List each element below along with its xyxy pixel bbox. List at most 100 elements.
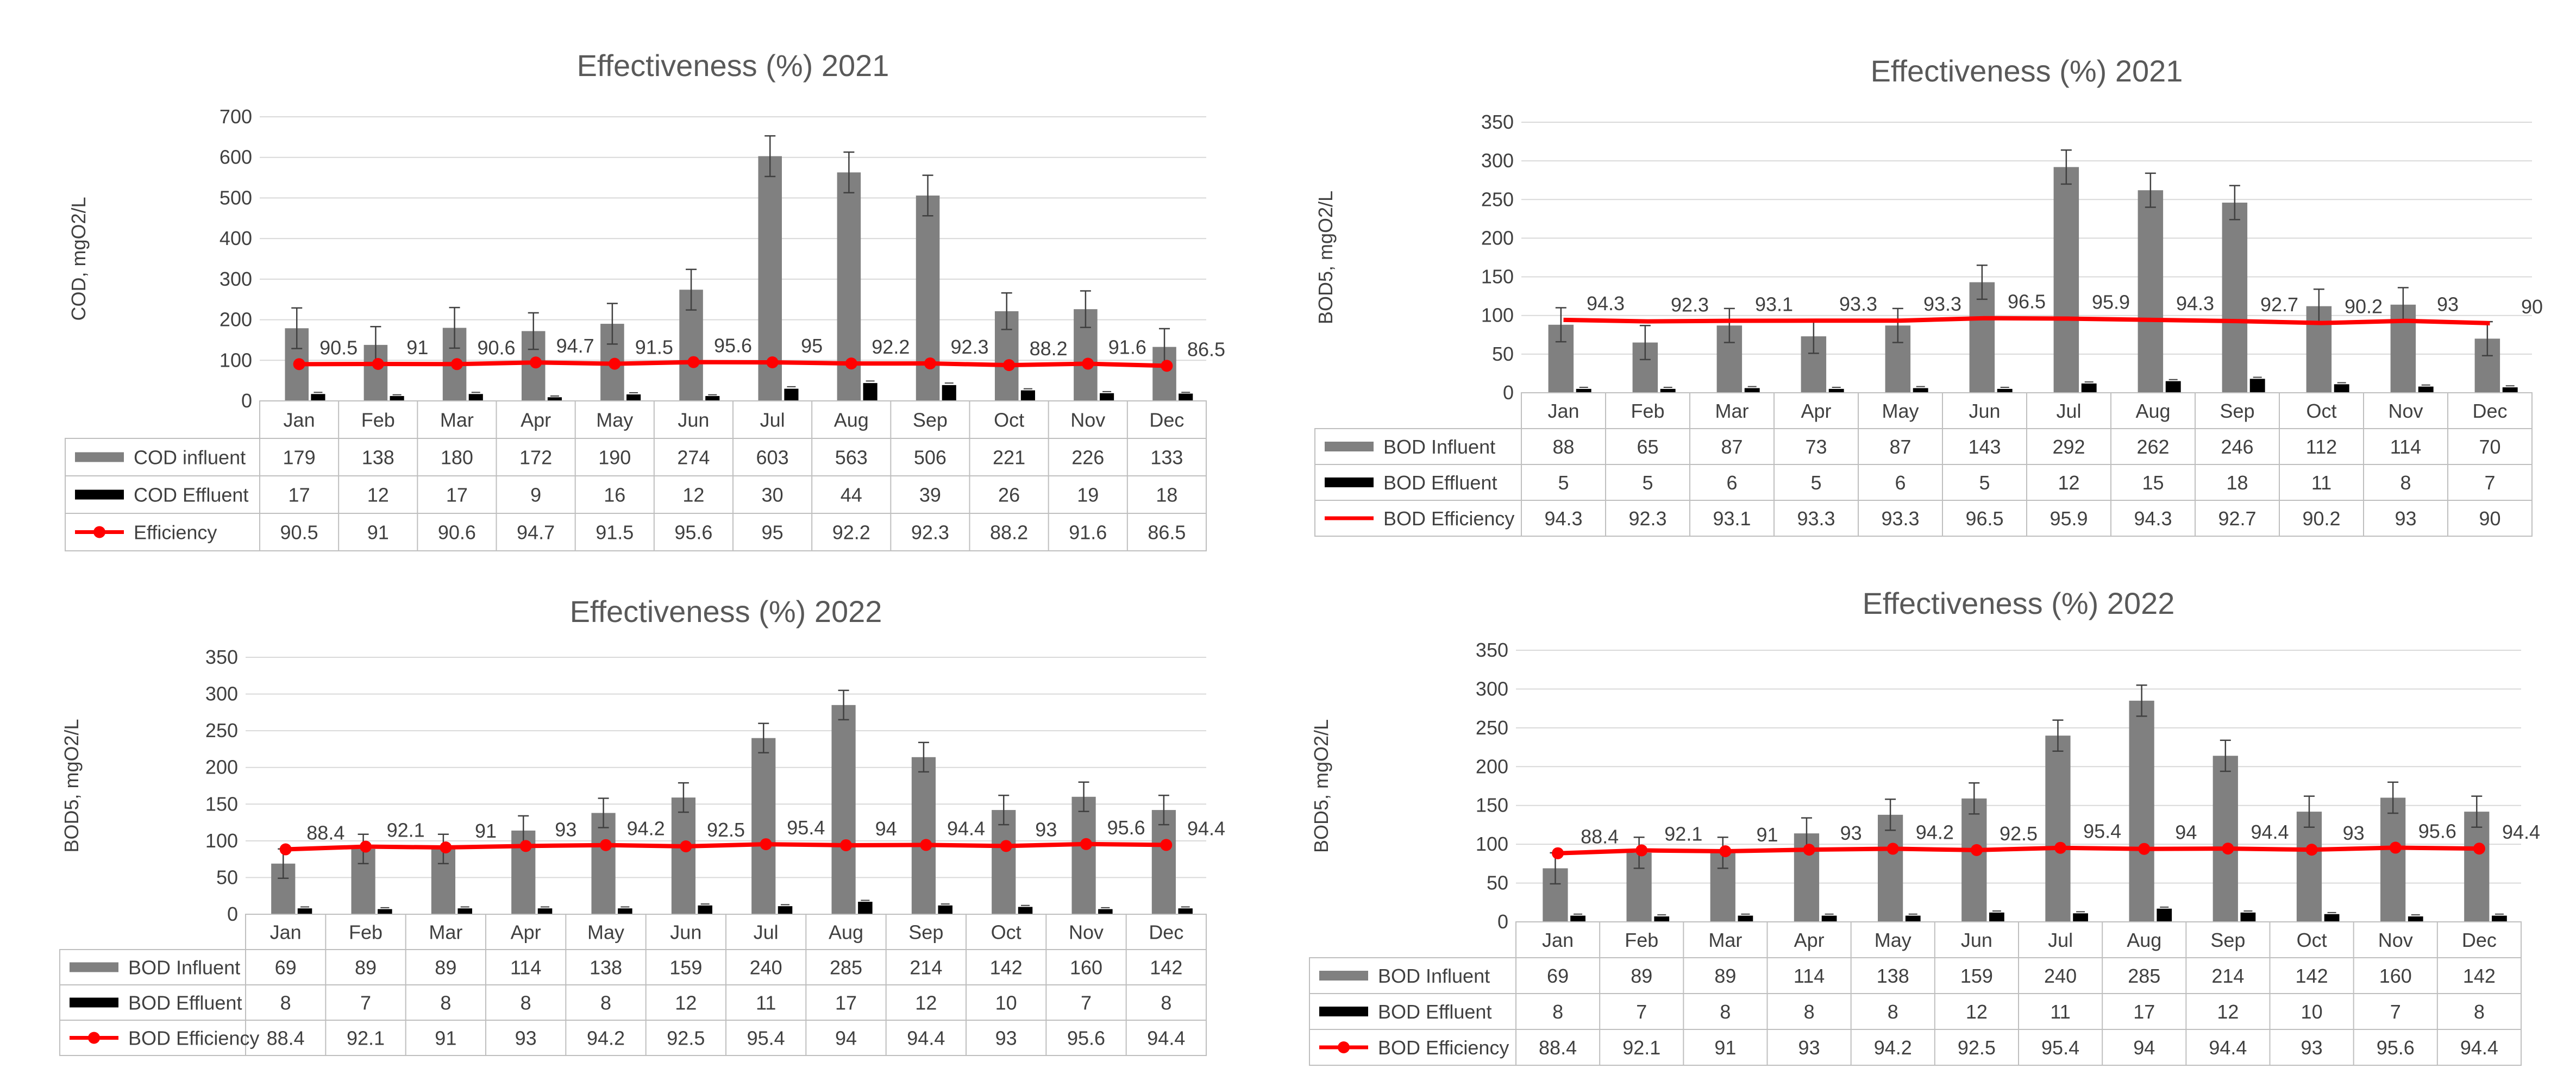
table-cell: 89 <box>435 957 456 979</box>
bar-influent <box>751 738 776 914</box>
table-cell: 89 <box>1631 965 1652 987</box>
y-tick-label: 350 <box>1481 111 1514 133</box>
table-cell: 5 <box>1558 472 1569 494</box>
table-cell: 5 <box>1810 472 1821 494</box>
table-cell: 506 <box>914 447 947 469</box>
x-category-label: Nov <box>1069 921 1104 944</box>
efficiency-line <box>1563 316 2490 325</box>
table-body <box>1314 428 2533 537</box>
y-axis-label: BOD5, mgO2/L <box>1314 191 1337 324</box>
chart-title: Effectiveness (%) 2021 <box>577 48 889 83</box>
efficiency-marker <box>2305 844 2318 856</box>
efficiency-data-label: 92.3 <box>950 336 988 358</box>
x-category-label: Dec <box>1149 921 1183 944</box>
table-cell: 91.6 <box>1069 521 1107 544</box>
table-cell: 88.2 <box>990 521 1028 544</box>
efficiency-data-label: 94.4 <box>1187 817 1225 839</box>
table-cell: 94.4 <box>1147 1027 1185 1050</box>
y-tick-label: 150 <box>1481 266 1514 288</box>
efficiency-data-label: 93 <box>1035 818 1057 840</box>
bar-effluent <box>1020 390 1035 401</box>
table-cell: 12 <box>1966 1001 1988 1023</box>
efficiency-data-label: 92.1 <box>387 819 425 841</box>
table-cell: 94.4 <box>2460 1036 2498 1059</box>
bar-effluent <box>626 394 641 401</box>
table-cell: 89 <box>1714 965 1736 987</box>
bar-effluent <box>1654 916 1670 922</box>
efficiency-line <box>299 360 1167 368</box>
bar-effluent <box>390 396 404 401</box>
efficiency-marker <box>2389 841 2402 854</box>
bar-influent <box>2053 167 2079 393</box>
table-cell: 240 <box>2044 965 2077 987</box>
efficiency-data-label: 94.2 <box>1916 821 1954 843</box>
efficiency-marker <box>1635 844 1648 857</box>
table-cell: 94.3 <box>2134 507 2172 530</box>
efficiency-marker <box>1000 840 1012 852</box>
table-cell: 91 <box>367 521 389 544</box>
table-cell: 8 <box>1804 1001 1815 1023</box>
table-cell: 17 <box>289 484 310 506</box>
table-cell: 12 <box>2217 1001 2239 1023</box>
legend-key-influent <box>70 962 118 972</box>
x-category-label: Sep <box>2220 400 2254 422</box>
bar-effluent <box>1018 907 1033 914</box>
bar-effluent <box>2157 908 2172 922</box>
table-cell: 93 <box>2395 507 2416 530</box>
table-cell: 90.5 <box>280 521 318 544</box>
table-cell: 91 <box>1714 1036 1736 1059</box>
bar-effluent <box>2240 912 2256 922</box>
y-tick-label: 500 <box>220 186 252 209</box>
efficiency-data-label: 90.2 <box>2345 296 2383 318</box>
table-cell: 142 <box>1150 957 1182 979</box>
efficiency-marker <box>1970 844 1983 856</box>
table-cell: 17 <box>835 992 857 1014</box>
efficiency-data-label: 92.3 <box>1671 294 1709 316</box>
x-category-label: Apr <box>521 409 551 431</box>
table-cell: 138 <box>362 447 394 469</box>
bar-influent <box>992 810 1016 914</box>
bar-effluent <box>858 902 873 914</box>
efficiency-data-label: 95.4 <box>2083 820 2121 843</box>
x-category-label: Sep <box>908 921 943 944</box>
table-cell: 96.5 <box>1965 507 2003 530</box>
table-cell: 143 <box>1968 436 2001 458</box>
bar-effluent <box>2418 386 2434 393</box>
table-cell: 95.9 <box>2049 507 2088 530</box>
table-cell: 7 <box>2390 1001 2401 1023</box>
efficiency-marker <box>440 841 452 854</box>
table-row-label: BOD Efficiency <box>1378 1036 1509 1059</box>
table-cell: 138 <box>590 957 622 979</box>
table-cell: 7 <box>2484 472 2495 494</box>
bar-influent <box>911 757 936 914</box>
table-cell: 5 <box>1979 472 1990 494</box>
table-cell: 95.4 <box>2041 1036 2079 1059</box>
table-cell: 159 <box>669 957 702 979</box>
table-cell: 65 <box>1637 436 1658 458</box>
efficiency-marker <box>2473 843 2485 855</box>
bar-influent <box>2296 812 2322 922</box>
x-category-label: Jun <box>678 409 709 431</box>
y-tick-label: 150 <box>205 793 238 815</box>
bar-effluent <box>1989 912 2004 922</box>
x-category-label: Sep <box>2210 929 2245 951</box>
table-cell: 285 <box>2128 965 2160 987</box>
y-tick-label: 100 <box>1481 304 1514 326</box>
x-category-label: Mar <box>1715 400 1749 422</box>
chart-title: Effectiveness (%) 2022 <box>570 594 882 629</box>
table-cell: 246 <box>2221 436 2253 458</box>
table-cell: 93 <box>995 1027 1017 1050</box>
chart-title: Effectiveness (%) 2022 <box>1863 586 2175 620</box>
x-category-label: Aug <box>2127 929 2161 951</box>
table-cell: 90.2 <box>2302 507 2340 530</box>
efficiency-marker <box>530 356 542 369</box>
table-cell: 93 <box>2301 1036 2323 1059</box>
bar-effluent <box>1997 388 2013 393</box>
bar-effluent <box>1178 908 1193 914</box>
bar-influent <box>831 705 856 914</box>
table-cell: 94.4 <box>2209 1036 2247 1059</box>
efficiency-marker <box>1552 847 1564 859</box>
x-category-label: Feb <box>361 409 395 431</box>
bar-influent <box>1151 810 1176 914</box>
bar-effluent <box>1098 909 1113 914</box>
